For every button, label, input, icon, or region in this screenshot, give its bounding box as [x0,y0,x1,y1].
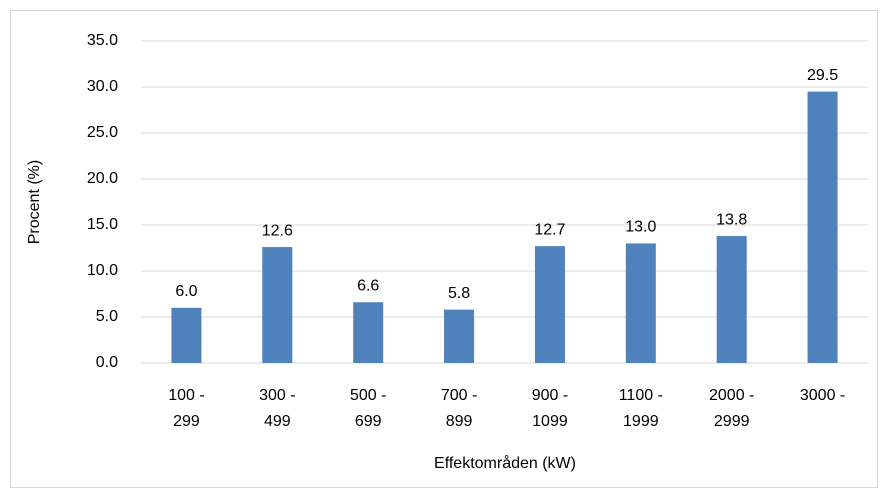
value-label: 5.8 [448,285,470,302]
x-axis-title: Effektområden (kW) [434,454,576,472]
y-tick-label: 25.0 [87,124,118,141]
value-label: 6.6 [357,277,379,294]
value-label: 29.5 [807,67,838,84]
y-tick-label: 5.0 [96,308,118,325]
x-tick-label: 900 - [532,387,568,404]
value-label: 13.8 [716,211,747,228]
bar [716,236,747,363]
bar [262,247,293,363]
y-tick-label: 35.0 [87,32,118,49]
value-label: 6.0 [175,283,197,300]
x-tick-label: 1999 [623,413,659,430]
x-tick-label: 899 [446,413,473,430]
x-tick-label: 300 - [259,387,295,404]
x-tick-label: 3000 - [800,387,845,404]
x-tick-label: 1100 - [619,387,663,404]
x-tick-label: 2000 - [709,387,754,404]
bar [353,302,384,363]
x-tick-label: 699 [355,413,382,430]
x-tick-label: 500 - [350,387,386,404]
bar [807,91,838,363]
value-label: 13.0 [625,219,656,236]
bar [625,243,656,363]
y-axis-title: Procent (%) [26,160,43,244]
y-tick-label: 10.0 [87,262,118,279]
x-tick-label: 499 [264,413,291,430]
bar [171,307,202,363]
x-tick-label: 1099 [532,413,568,430]
x-tick-label: 700 - [441,387,477,404]
y-tick-label: 30.0 [87,78,118,95]
bar [444,309,475,363]
bar [534,246,565,363]
x-tick-label: 299 [173,413,200,430]
value-label: 12.7 [534,221,565,238]
y-tick-label: 0.0 [96,354,118,371]
y-tick-label: 20.0 [87,170,118,187]
y-tick-label: 15.0 [87,216,118,233]
x-tick-label: 100 - [168,387,204,404]
value-label: 12.6 [262,222,293,239]
x-tick-label: 2999 [714,413,750,430]
